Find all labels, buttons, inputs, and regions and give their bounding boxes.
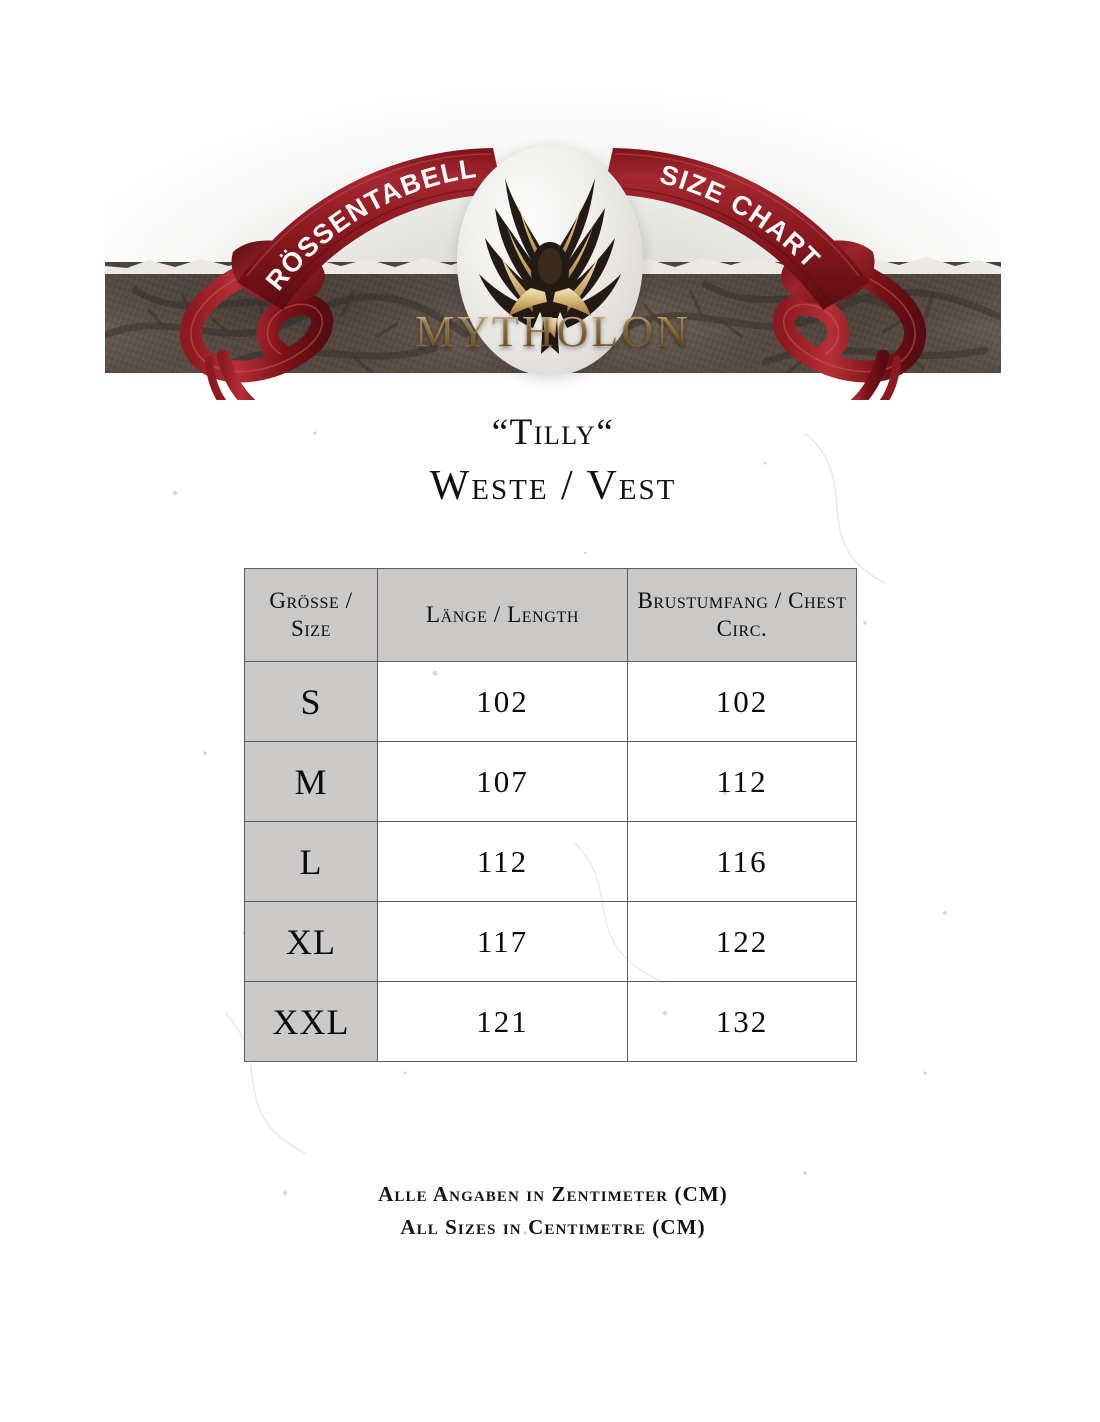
table-row: XXL 121 132 [244,981,857,1062]
column-header-length: Länge / Length [377,568,628,662]
cell-size: XL [244,901,378,982]
cell-chest: 112 [627,741,857,822]
cell-size: XXL [244,981,378,1062]
brand-logo [457,146,643,376]
size-chart-table: Grösse / Size Länge / Length Brustumfang… [244,568,857,1062]
brand-wordmark: MYTHOLON [105,306,1001,357]
product-type: Weste / Vest [429,462,677,509]
table-row: S 102 102 [244,661,857,742]
cell-chest: 122 [627,901,857,982]
cell-length: 121 [377,981,628,1062]
table-row: M 107 112 [244,741,857,822]
page-title: “Tilly“ Weste / Vest [105,412,1001,513]
cell-chest: 132 [627,981,857,1062]
cell-chest: 102 [627,661,857,742]
column-header-chest: Brustumfang / Chest Circ. [627,568,857,662]
winged-hooded-figure-icon [479,178,621,354]
footer-note: Alle Angaben in Zentimeter (CM) All Size… [105,1178,1001,1243]
cell-length: 112 [377,821,628,902]
cell-size: M [244,741,378,822]
cell-length: 102 [377,661,628,742]
cell-length: 117 [377,901,628,982]
cell-length: 107 [377,741,628,822]
table-header-row: Grösse / Size Länge / Length Brustumfang… [244,568,857,662]
cell-size: L [244,821,378,902]
cell-chest: 116 [627,821,857,902]
footer-line-de: Alle Angaben in Zentimeter (CM) [378,1182,728,1206]
product-name: “Tilly“ [491,412,615,453]
cell-size: S [244,661,378,742]
table-row: L 112 116 [244,821,857,902]
column-header-size: Grösse / Size [244,568,378,662]
footer-line-en: All Sizes in Centimetre (CM) [400,1214,706,1239]
table-row: XL 117 122 [244,901,857,982]
